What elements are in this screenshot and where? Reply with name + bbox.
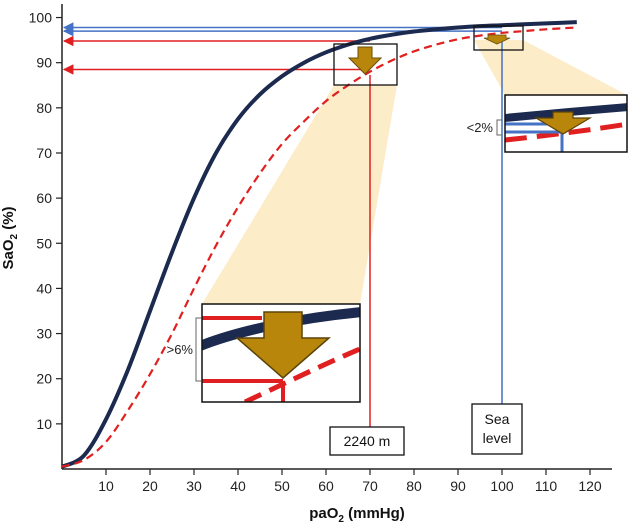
x-tick-label-120: 120: [578, 478, 602, 494]
zoom-frame-sea-level: [473, 25, 524, 51]
y-axis-title-main: SaO: [0, 239, 17, 269]
y-axis-title-sub: 2: [9, 234, 20, 240]
y-tick-label-100: 100: [29, 10, 53, 26]
x-ticks: 10 20 30 40 50 60 70 80 90 100 110 120: [98, 469, 602, 494]
label-box-2240m: 2240 m: [329, 426, 405, 456]
zoom-inset-2240m: [201, 303, 361, 403]
x-axis-title: paO2 (mmHg): [309, 505, 405, 525]
bracket-gt6: [195, 317, 201, 382]
y-tick-label-80: 80: [36, 100, 52, 116]
zoom-projection-2240m: [202, 85, 397, 304]
series-line-2240m: [61, 26, 577, 468]
note-lt2: <2%: [467, 120, 494, 135]
y-tick-label-20: 20: [36, 371, 52, 387]
x-tick-label-80: 80: [406, 478, 422, 494]
x-axis-title-main: paO: [309, 505, 339, 522]
x-tick-label-100: 100: [490, 478, 514, 494]
label-box-sea-level: Sea level: [471, 403, 523, 455]
down-arrow-2240m: [347, 46, 383, 75]
label-2240m: 2240 m: [344, 433, 391, 449]
x-tick-label-50: 50: [274, 478, 290, 494]
down-arrow-sea-level: [483, 34, 511, 45]
y-tick-label-30: 30: [36, 326, 52, 342]
y-tick-label-50: 50: [36, 235, 52, 251]
label-sea: Sea: [485, 411, 510, 427]
y-axis-title: SaO2 (%): [0, 206, 20, 269]
y-tick-label-40: 40: [36, 280, 52, 296]
y-ticks: 10 20 30 40 50 60 70 80 90 100: [29, 10, 62, 432]
note-gt6: >6%: [167, 342, 194, 357]
bracket-lt2: [496, 119, 502, 136]
x-axis-title-sub: 2: [338, 514, 344, 525]
x-tick-label-20: 20: [142, 478, 158, 494]
y-tick-label-70: 70: [36, 145, 52, 161]
zoom-projection-sea-level: [474, 40, 627, 95]
saturation-arrows: [62, 22, 502, 75]
zoom-frame-2240m: [333, 43, 398, 86]
x-tick-label-10: 10: [98, 478, 114, 494]
y-axis-title-unit: (%): [0, 206, 17, 234]
y-tick-label-10: 10: [36, 416, 52, 432]
x-tick-label-90: 90: [450, 478, 466, 494]
y-tick-label-90: 90: [36, 55, 52, 71]
x-tick-label-40: 40: [230, 478, 246, 494]
x-tick-label-110: 110: [535, 478, 558, 494]
label-level: level: [483, 430, 512, 446]
y-tick-label-60: 60: [36, 190, 52, 206]
zoom-inset-sea-level: [504, 94, 628, 153]
axes: [61, 4, 612, 470]
x-tick-label-60: 60: [318, 478, 334, 494]
x-tick-label-30: 30: [186, 478, 202, 494]
x-axis-title-unit: (mmHg): [344, 505, 405, 522]
x-tick-label-70: 70: [362, 478, 378, 494]
